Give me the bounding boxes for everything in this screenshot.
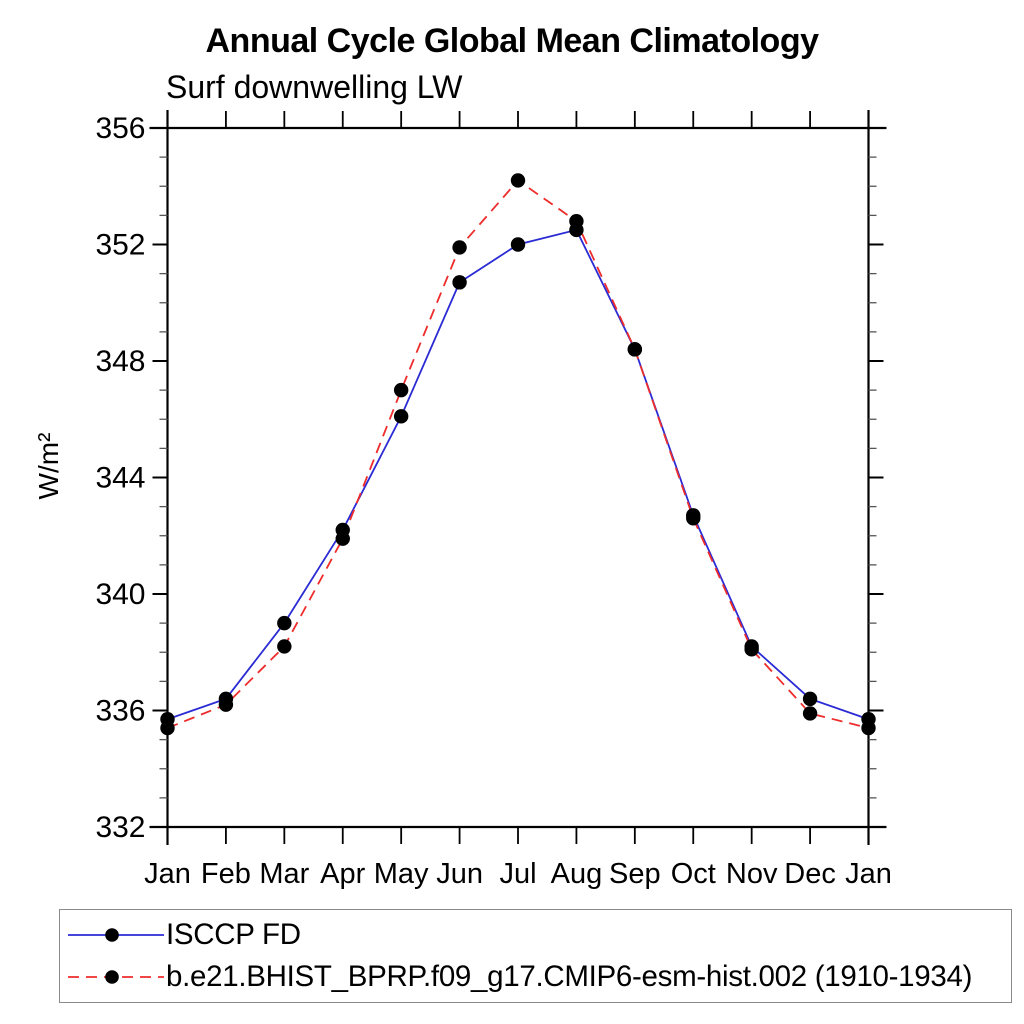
y-tick-label: 352 — [95, 229, 145, 262]
marker-0-jun-5 — [452, 275, 467, 290]
legend-sample-marker — [105, 928, 119, 942]
y-tick-label: 356 — [95, 112, 145, 145]
x-tick-label: Mar — [259, 858, 309, 890]
x-tick-label: Jan — [144, 858, 191, 890]
legend-line-sample-solid — [66, 926, 166, 944]
marker-1-jan-0 — [160, 720, 175, 736]
y-tick-label: 336 — [95, 695, 145, 728]
x-tick-label: Apr — [320, 858, 365, 890]
marker-1-aug-7 — [569, 214, 584, 229]
x-tick-label: Aug — [551, 858, 603, 890]
marker-1-sep-8 — [627, 342, 643, 357]
y-axis-label: W/m² — [33, 433, 64, 500]
legend-item-model-run: b.e21.BHIST_BPRP.f09_g17.CMIP6-esm-hist.… — [66, 960, 1011, 994]
legend-sample-marker — [105, 970, 119, 984]
marker-1-oct-9 — [686, 511, 701, 526]
marker-0-may-4 — [393, 409, 409, 424]
x-tick-label: Jun — [436, 858, 483, 890]
marker-1-jan-12 — [861, 720, 876, 736]
legend-label-isccp-fd: ISCCP FD — [166, 918, 301, 951]
series-line-0 — [167, 228, 869, 721]
y-tick-label: 348 — [95, 345, 145, 378]
legend-item-isccp-fd: ISCCP FD — [66, 918, 1011, 952]
x-tick-label: Feb — [201, 858, 251, 890]
x-tick-label: Oct — [671, 858, 716, 890]
x-tick-label: Nov — [726, 858, 778, 890]
x-tick-label: May — [374, 858, 429, 890]
marker-1-jul-6 — [510, 173, 526, 188]
marker-0-dec-11 — [802, 691, 818, 707]
marker-1-mar-2 — [277, 639, 292, 654]
data-point-markers — [160, 173, 876, 736]
marker-1-nov-10 — [744, 642, 759, 657]
marker-1-dec-11 — [802, 706, 818, 721]
marker-1-may-4 — [393, 382, 409, 398]
chart-title: Annual Cycle Global Mean Climatology — [206, 22, 820, 60]
legend-line-sample-dashed — [66, 968, 166, 986]
marker-0-jul-6 — [510, 237, 526, 252]
x-tick-label: Jan — [845, 858, 892, 890]
legend-label-model-run: b.e21.BHIST_BPRP.f09_g17.CMIP6-esm-hist.… — [166, 960, 973, 993]
series-line-1 — [167, 179, 869, 729]
y-tick-label: 344 — [95, 462, 145, 495]
x-tick-label: Dec — [784, 858, 836, 890]
x-tick-label: Jul — [499, 858, 536, 890]
series-lines — [167, 179, 869, 729]
marker-1-jun-5 — [452, 240, 467, 255]
y-tick-label: 332 — [95, 811, 145, 844]
axes: 332 336 340 344 348 352 356 Jan Feb Mar Apr May Jun J… — [95, 110, 892, 890]
legend: ISCCP FD b.e21.BHIST_BPRP.f09_g17.CMIP6-… — [59, 909, 1012, 1003]
y-tick-label: 340 — [95, 578, 145, 611]
x-tick-label: Sep — [609, 858, 661, 890]
marker-0-mar-2 — [277, 615, 292, 631]
chart-subtitle: Surf downwelling LW — [166, 69, 463, 105]
marker-1-apr-3 — [335, 531, 350, 546]
marker-1-feb-1 — [218, 697, 234, 712]
